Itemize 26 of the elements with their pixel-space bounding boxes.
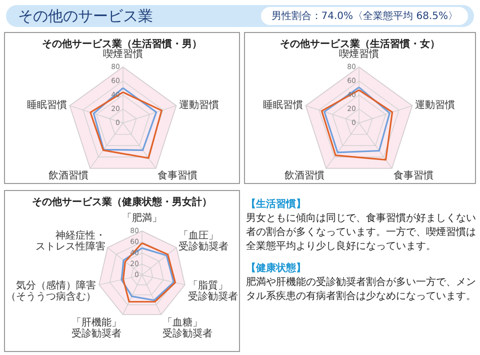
text: 男性割合：74.0%〈全業態平均 68.5%〉 bbox=[261, 7, 468, 25]
text: 【生活習慣】 bbox=[246, 198, 307, 212]
spoke-label: 飲酒習慣 bbox=[284, 170, 324, 182]
spoke-label: 「血圧」受診勧奨者 bbox=[178, 230, 229, 253]
text: その他のサービス業 bbox=[18, 6, 153, 26]
spoke-label: 「肝機能」受診勧奨者 bbox=[72, 316, 122, 340]
spoke-label: 睡眠習慣 bbox=[262, 98, 303, 111]
text: 【健康状態】 bbox=[246, 262, 307, 276]
chart-title: その他サービス業（生活習慣・男） bbox=[41, 38, 203, 50]
spoke-label: 食事習慣 bbox=[158, 170, 198, 182]
spoke-label: 食事習慣 bbox=[394, 170, 434, 182]
spoke-label: 「血糖」受診勧奨者 bbox=[162, 316, 212, 340]
spoke-label: 睡眠習慣 bbox=[26, 98, 67, 111]
spoke-label: 運動習慣 bbox=[179, 98, 220, 111]
text: 肥満や肝機能の受診勧奨者割合が多い一方で、メンタル系疾患の有病者割合は少なめになっています。 bbox=[246, 276, 476, 304]
spoke-label: 飲酒習慣 bbox=[48, 170, 88, 182]
chart-title: その他サービス業（健康状態・男女計） bbox=[31, 196, 213, 209]
spoke-label: 気分（感情）障害（そううつ病含む） bbox=[6, 279, 96, 302]
chart-title: その他サービス業（生活習慣・女） bbox=[279, 38, 441, 50]
spoke-label: 喫煙習慣 bbox=[103, 48, 143, 60]
spoke-label: 神経症性・ストレス性障害 bbox=[35, 230, 106, 253]
text: 男女ともに傾向は同じで、食事習慣が好ましくない者の割合が多くなっています。一方で、喫煙習慣は全業態平均より少し良好になっています。 bbox=[246, 212, 476, 254]
spoke-label: 「肥満」 bbox=[122, 212, 162, 224]
spoke-label: 運動習慣 bbox=[415, 98, 456, 111]
spoke-label: 「脂質」受診勧奨者 bbox=[188, 279, 238, 302]
spoke-label: 喫煙習慣 bbox=[339, 48, 379, 60]
